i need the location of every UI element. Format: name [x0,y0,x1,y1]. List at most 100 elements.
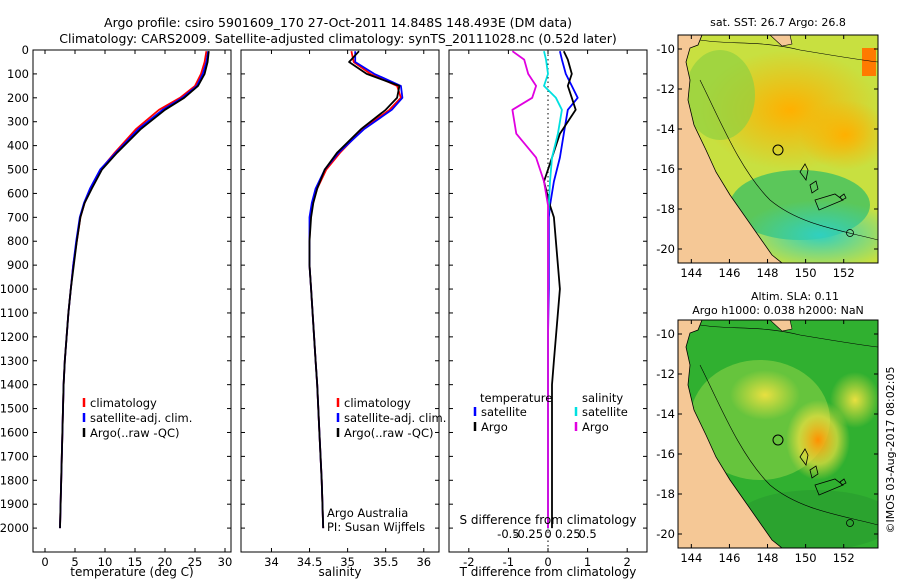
sst-lat-label--20: -20 [656,242,675,256]
sst-lon-label-150: 150 [795,266,817,280]
temperature-legend: climatology satellite-adj. clim. Argo(..… [82,396,192,440]
sst-map-title: sat. SST: 26.7 Argo: 26.8 [710,16,846,29]
sla-lon-label-148: 148 [757,551,779,565]
sla-map-title-line-2: Argo h1000: 0.038 h2000: NaN [692,304,864,317]
difference-x-ticks: -2 -1 0 1 2 [463,50,631,569]
sst-lon-label-144: 144 [680,266,702,280]
temperature-lines [59,51,210,529]
diff-x-tick-label-1: 1 [584,555,591,569]
temp-y-tick-label-1700: 1700 [0,449,29,463]
sla-lat-label--14: -14 [656,407,675,421]
sst-map-image [678,35,878,263]
sla-lat-label--20: -20 [656,527,675,541]
temperature-x-label: temperature (deg C) [70,565,193,579]
temp-y-tick-label-1600: 1600 [0,425,29,439]
sla-argo-marker [772,434,784,446]
sst-reefs [799,163,847,211]
sst-land-coast [678,35,783,263]
temp-y-tick-label-900: 900 [7,258,29,272]
temp-x-tick-label-5: 5 [71,555,78,569]
diff-x-tick-label-0: 0 [544,555,551,569]
sal-x-tick-label-35.5: 35.5 [373,555,399,569]
diff-top-tick-label-1: -0.25 [513,527,543,541]
diff-series-t-argo [543,50,577,529]
salinity-lines [308,50,404,529]
sst-warm-patch-east [800,100,878,170]
sst-green-patch [685,50,755,140]
salinity-panel: 34 34.5 35 35.5 36 salinity climatology sate… [240,49,446,579]
salinity-x-label: salinity [318,565,361,579]
sla-lat-label--18: -18 [656,487,675,501]
diff-top-tick-label-3: 0.25 [555,527,581,541]
temp-x-tick-label-20: 20 [158,555,173,569]
temp-y-tick-label-1500: 1500 [0,402,29,416]
sst-contour-1 [699,39,878,63]
salinity-note-pi: PI: Susan Wijffels [327,520,425,534]
sal-series-argo-raw-qc- [308,50,401,529]
diff-legend-label-t-satellite: satellite [481,405,527,419]
temp-legend-label-climatology: climatology [90,396,157,410]
difference-x-label-top: S difference from climatology [460,513,637,527]
temp-x-tick-label-15: 15 [128,555,143,569]
sla-yellow-patch [730,370,800,420]
salinity-x-ticks: 34 34.5 35 35.5 36 [264,50,431,569]
sal-x-tick-label-36: 36 [416,555,431,569]
temp-y-tick-label-1300: 1300 [0,354,29,368]
temp-series-argo-raw-qc- [59,51,210,529]
diff-x-tick-label--1: -1 [503,555,514,569]
diff-top-tick-label-2: 0 [544,527,551,541]
temperature-panel: 0100200300400500600700800900100011001200… [0,43,232,579]
sst-lon-label-148: 148 [757,266,779,280]
sla-map-ticks: 144 146 148 150 152 -10 -12 -14 -16 -18 -20 [656,320,878,565]
sst-lat-label--16: -16 [656,162,675,176]
temp-y-tick-label-300: 300 [7,115,29,129]
sla-land-coast [678,320,783,548]
sal-x-tick-label-34.5: 34.5 [297,555,323,569]
difference-y-ticks [449,49,647,529]
diff-top-tick-label-0: -0.5 [497,527,519,541]
diff-x-tick-label--2: -2 [463,555,474,569]
difference-lines [511,50,579,529]
sal-x-tick-label-34: 34 [264,555,279,569]
sst-lat-label--18: -18 [656,202,675,216]
sla-lon-label-144: 144 [680,551,702,565]
sla-lon-label-150: 150 [795,551,817,565]
sla-map-image [678,320,878,548]
sla-yellow-east [830,372,878,428]
sst-map-frame [677,34,879,264]
sla-lat-label--12: -12 [656,367,675,381]
diff-legend-title-temperature: temperature [480,391,552,405]
sst-contour-2 [699,79,878,241]
sal-x-tick-label-35: 35 [340,555,355,569]
sst-map-panel: sat. SST: 26.7 Argo: 26.8 144 146 148 150 15… [656,16,879,280]
sla-map-frame [677,319,879,549]
salinity-y-ticks [241,49,439,529]
temp-y-tick-label-1200: 1200 [0,330,29,344]
temp-y-tick-label-100: 100 [7,67,29,81]
temp-y-tick-label-1900: 1900 [0,497,29,511]
sla-lat-label--10: -10 [656,327,675,341]
sst-lon-label-152: 152 [833,266,855,280]
difference-top-tick-labels: -0.5-0.25 0 0.250.5 [497,527,597,541]
temperature-y-ticks: 0 100 200 300 400 500 600 700 800 900 1000 1100 1200… [0,43,231,535]
sla-lon-label-146: 146 [718,551,740,565]
sst-lon-label-146: 146 [718,266,740,280]
temp-legend-label-satellite: satellite-adj. clim. [90,411,192,425]
sst-lat-label--10: -10 [656,42,675,56]
sal-legend-label-satellite: satellite-adj. clim. [344,411,446,425]
sla-small-island [846,519,854,527]
sla-lat-label--16: -16 [656,447,675,461]
temperature-axes-frame [32,49,232,553]
difference-panel: -2 -1 0 1 2 T difference from climatology S … [448,49,648,579]
difference-legend: temperature satellite Argo salinity sate… [473,391,628,434]
sst-small-island [846,229,854,237]
sst-argo-marker [772,144,784,156]
sla-contour-1 [699,324,878,348]
temp-y-tick-label-500: 500 [7,163,29,177]
sla-contour-2 [699,364,878,526]
diff-x-tick-label-2: 2 [624,555,631,569]
temp-y-tick-label-1800: 1800 [0,473,29,487]
sal-legend-label-climatology: climatology [344,396,411,410]
